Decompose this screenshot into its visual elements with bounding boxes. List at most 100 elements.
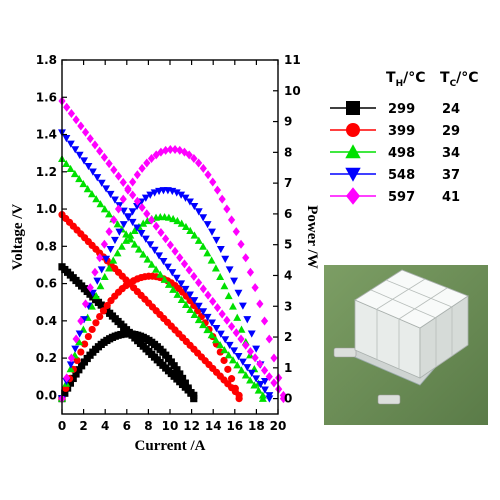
voltage-point <box>177 295 186 303</box>
voltage-point <box>162 234 170 244</box>
power-point <box>238 302 247 310</box>
power-point <box>75 338 84 346</box>
x-tick-label: 2 <box>79 419 87 433</box>
legend-th-value: 597 <box>388 190 415 205</box>
power-point <box>169 214 178 223</box>
y-left-axis-title: Voltage /V <box>10 204 26 271</box>
voltage-point <box>147 215 156 225</box>
voltage-point <box>270 378 278 388</box>
legend-tc-value: 24 <box>442 102 460 117</box>
power-point <box>243 316 252 324</box>
power-point <box>63 373 71 383</box>
power-point <box>93 277 102 285</box>
voltage-point <box>225 341 234 350</box>
voltage-point <box>190 310 199 319</box>
voltage-point <box>204 290 212 300</box>
voltage-point <box>252 375 261 383</box>
power-point <box>147 153 156 163</box>
voltage-point <box>224 351 233 359</box>
voltage-point <box>164 280 173 288</box>
voltage-point <box>232 328 240 338</box>
power-point <box>81 340 89 348</box>
power-point <box>260 316 269 326</box>
power-point <box>221 255 230 263</box>
legend-entry: 299 24 <box>330 101 460 117</box>
power-point <box>220 282 229 290</box>
voltage-point <box>97 179 106 187</box>
voltage-point <box>160 275 169 283</box>
voltage-point <box>152 221 160 231</box>
power-point <box>203 249 212 257</box>
power-point <box>170 362 178 370</box>
power-point <box>119 221 128 229</box>
voltage-point <box>227 321 236 331</box>
power-point <box>178 374 187 383</box>
power-point <box>124 214 133 222</box>
power-point <box>231 384 239 393</box>
y-right-tick-label: 3 <box>284 299 292 313</box>
voltage-point <box>143 209 151 219</box>
power-point <box>246 267 255 277</box>
power-point <box>69 374 77 383</box>
voltage-point <box>190 271 198 281</box>
power-point <box>172 189 181 197</box>
power-point <box>194 208 203 216</box>
voltage-point <box>237 334 245 344</box>
voltage-point <box>237 366 246 374</box>
voltage-point <box>130 240 139 248</box>
x-tick-label: 8 <box>144 419 152 433</box>
voltage-point <box>75 151 84 159</box>
voltage-point <box>133 196 141 206</box>
power-point <box>96 282 105 290</box>
power-point <box>91 267 99 277</box>
voltage-point <box>169 285 178 293</box>
voltage-point <box>194 302 203 310</box>
power-point <box>234 289 243 297</box>
voltage-point <box>221 336 230 344</box>
y-left-tick-label: 1.8 <box>36 53 57 67</box>
power-point <box>279 394 287 404</box>
power-point <box>199 163 207 173</box>
power-point <box>260 378 269 386</box>
voltage-point <box>265 372 273 382</box>
power-point <box>81 299 90 309</box>
power-point <box>181 194 190 202</box>
power-point <box>87 302 96 310</box>
voltage-point <box>113 220 122 228</box>
y-right-axis-title: Power /W <box>304 205 320 268</box>
power-point <box>146 191 155 199</box>
power-point <box>88 325 96 334</box>
power-point <box>66 379 75 387</box>
power-point <box>173 216 182 225</box>
y-left-tick-label: 0.0 <box>36 388 57 402</box>
power-point <box>88 289 97 297</box>
voltage-point <box>147 260 156 268</box>
x-axis-title: Current /A <box>135 438 206 454</box>
power-point <box>61 389 69 397</box>
power-point <box>258 394 267 402</box>
voltage-point <box>110 165 118 175</box>
voltage-point <box>177 280 186 288</box>
voltage-point <box>173 290 182 298</box>
voltage-point <box>106 190 115 199</box>
legend-marker <box>346 123 360 137</box>
legend-th-value: 498 <box>388 146 415 161</box>
voltage-point <box>159 257 168 266</box>
voltage-point <box>79 179 88 188</box>
power-point <box>100 272 109 281</box>
voltage-point <box>128 218 137 227</box>
power-point <box>199 214 208 222</box>
legend-tc-value: 29 <box>442 124 460 139</box>
power-point <box>176 370 184 378</box>
legend-th-value: 299 <box>388 102 415 117</box>
y-left-tick-label: 0.4 <box>36 314 57 328</box>
power-point <box>119 194 127 204</box>
power-point <box>211 264 220 272</box>
voltage-point <box>246 347 255 357</box>
power-point <box>218 194 226 204</box>
power-point <box>190 202 199 211</box>
voltage-point <box>81 127 90 137</box>
power-point <box>225 266 234 274</box>
power-point <box>80 316 89 324</box>
voltage-point <box>71 146 80 154</box>
